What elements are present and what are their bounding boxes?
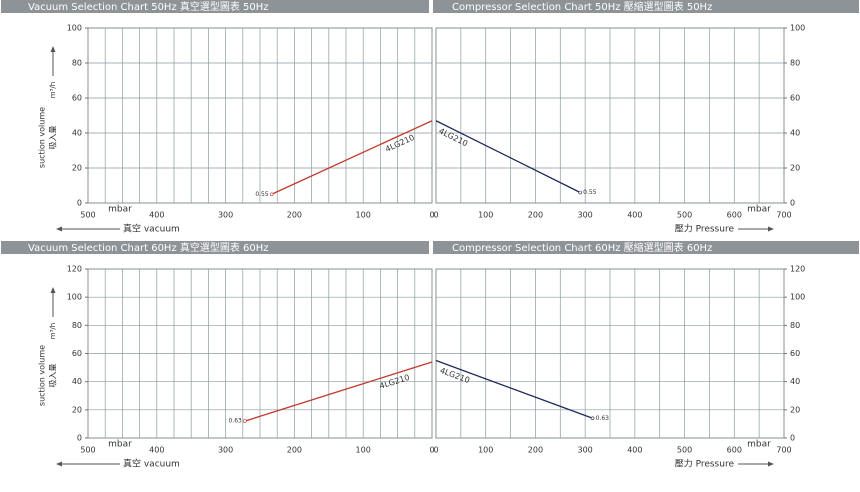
x-arrow-head xyxy=(56,461,62,467)
y-tick-label: 20 xyxy=(790,164,800,173)
y-label: suction volume xyxy=(38,107,47,168)
x-label: 真空 vacuum xyxy=(123,223,180,235)
x-tick-label: 300 xyxy=(578,446,593,455)
end-label: 0.63 xyxy=(229,418,243,425)
end-point xyxy=(578,190,582,195)
y-tick-label: 0 xyxy=(790,434,795,443)
y-arrow-head xyxy=(50,287,56,293)
x-tick-label: 100 xyxy=(478,446,493,455)
x-tick-label: 100 xyxy=(356,211,371,220)
y-tick-label: 60 xyxy=(790,349,800,358)
y-tick-label: 40 xyxy=(790,129,800,138)
x-arrow-head xyxy=(56,226,62,232)
x-tick-label: 300 xyxy=(218,211,233,220)
y-tick-label: 80 xyxy=(790,59,800,68)
series-line xyxy=(435,120,581,194)
y-tick-label: 20 xyxy=(72,405,82,414)
end-point xyxy=(243,419,247,423)
x-tick-label: 0 xyxy=(433,446,438,455)
y-tick-label: 60 xyxy=(72,94,82,103)
y-tick-label: 0 xyxy=(77,199,82,208)
x-tick-label: 500 xyxy=(80,446,95,455)
chart-title: Vacuum Selection Chart 60Hz 真空選型圖表 60Hz xyxy=(28,241,269,254)
end-point xyxy=(590,416,595,421)
y-tick-label: 20 xyxy=(72,164,82,173)
y-tick-label: 120 xyxy=(790,265,805,274)
y-tick-label: 0 xyxy=(77,434,82,443)
y-tick-label: 20 xyxy=(790,405,800,414)
y-label-cn: 吸入量 xyxy=(49,364,58,388)
x-tick-label: 600 xyxy=(727,446,742,455)
x-tick-label: 400 xyxy=(149,446,164,455)
y-unit: m³/h xyxy=(49,323,57,339)
x-tick-label: 600 xyxy=(727,211,742,220)
series-line xyxy=(244,361,433,422)
x-tick-label: 500 xyxy=(677,211,692,220)
y-tick-label: 100 xyxy=(67,293,82,302)
y-tick-label: 40 xyxy=(790,377,800,386)
x-tick-label: 500 xyxy=(677,446,692,455)
y-tick-label: 100 xyxy=(790,293,805,302)
series-line xyxy=(271,120,433,195)
x-label: 壓力 Pressure xyxy=(675,458,735,470)
x-tick-label: 200 xyxy=(287,446,302,455)
y-label-cn: 吸入量 xyxy=(49,126,58,150)
end-label: 0.55 xyxy=(583,189,597,196)
x-unit: mbar xyxy=(747,440,771,450)
y-tick-label: 60 xyxy=(72,349,82,358)
header-bar xyxy=(1,0,429,13)
chart-title: Vacuum Selection Chart 50Hz 真空選型圖表 50Hz xyxy=(28,0,269,13)
x-unit: mbar xyxy=(747,205,771,215)
x-tick-label: 400 xyxy=(149,211,164,220)
end-point xyxy=(269,192,274,197)
x-tick-label: 700 xyxy=(776,211,791,220)
header-bar xyxy=(433,0,859,13)
x-tick-label: 0 xyxy=(429,211,434,220)
end-label: 0.63 xyxy=(596,415,610,422)
y-arrow-head xyxy=(50,46,56,52)
y-tick-label: 80 xyxy=(790,321,800,330)
x-tick-label: 200 xyxy=(528,446,543,455)
x-tick-label: 400 xyxy=(627,446,642,455)
y-tick-label: 80 xyxy=(72,321,82,330)
x-tick-label: 400 xyxy=(627,211,642,220)
header-bar xyxy=(433,241,859,254)
x-arrow-head xyxy=(768,226,774,232)
y-tick-label: 40 xyxy=(72,129,82,138)
y-tick-label: 60 xyxy=(790,94,800,103)
y-tick-label: 100 xyxy=(67,24,82,33)
x-tick-label: 0 xyxy=(429,446,434,455)
y-tick-label: 40 xyxy=(72,377,82,386)
y-tick-label: 100 xyxy=(790,24,805,33)
x-tick-label: 100 xyxy=(356,446,371,455)
series-line xyxy=(435,359,593,419)
x-label: 壓力 Pressure xyxy=(675,223,735,235)
y-tick-label: 80 xyxy=(72,59,82,68)
x-unit: mbar xyxy=(108,440,132,450)
y-tick-label: 0 xyxy=(790,199,795,208)
x-tick-label: 500 xyxy=(80,211,95,220)
y-unit: m³/h xyxy=(49,82,57,98)
x-unit: mbar xyxy=(108,205,132,215)
chart-title: Compressor Selection Chart 50Hz 壓縮選型圖表 5… xyxy=(452,0,712,13)
x-tick-label: 300 xyxy=(218,446,233,455)
header-bar xyxy=(1,241,429,254)
y-label: suction volume xyxy=(38,345,47,406)
end-label: 0.55 xyxy=(255,191,269,198)
x-label: 真空 vacuum xyxy=(123,458,180,470)
x-tick-label: 300 xyxy=(578,211,593,220)
x-tick-label: 200 xyxy=(528,211,543,220)
x-tick-label: 200 xyxy=(287,211,302,220)
x-tick-label: 0 xyxy=(433,211,438,220)
x-arrow-head xyxy=(768,461,774,467)
x-tick-label: 700 xyxy=(776,446,791,455)
chart-title: Compressor Selection Chart 60Hz 壓縮選型圖表 6… xyxy=(452,241,712,254)
x-tick-label: 100 xyxy=(478,211,493,220)
y-tick-label: 120 xyxy=(67,265,82,274)
